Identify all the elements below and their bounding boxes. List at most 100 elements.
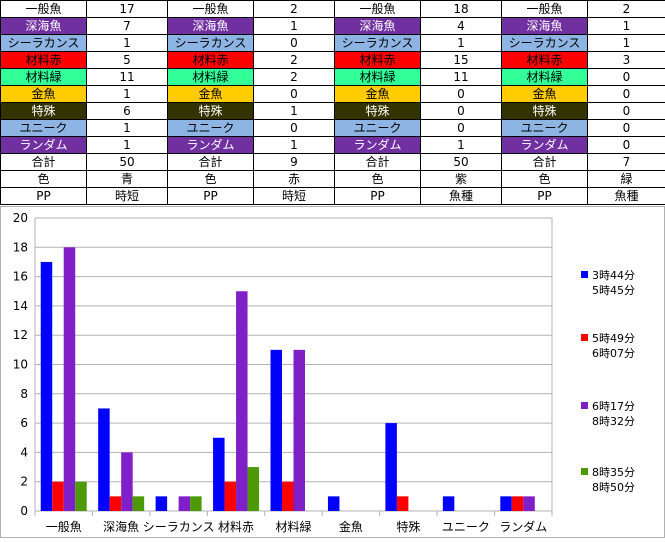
value-cell: 時短 [87,188,168,205]
row-label-cell: ユニーク [335,120,421,137]
row-label-cell: ランダム [168,137,254,154]
legend-swatch [581,468,588,475]
bar [512,496,524,511]
value-cell: 9 [254,154,335,171]
value-cell: 0 [588,137,665,154]
y-tick-label: 18 [13,240,28,254]
row-label-cell: 深海魚 [335,18,421,35]
row-label-cell: 合計 [1,154,87,171]
value-cell: 3 [588,52,665,69]
row-label-cell: 金魚 [335,86,421,103]
x-tick-label: 材料緑 [275,519,311,534]
value-cell: 50 [421,154,502,171]
value-cell: 0 [254,86,335,103]
row-label-cell: 金魚 [502,86,588,103]
row-label-cell: 材料緑 [335,69,421,86]
bar [156,496,168,511]
value-cell: 4 [421,18,502,35]
value-cell: 6 [87,103,168,120]
bar [75,482,87,511]
value-cell: 0 [254,35,335,52]
value-cell: 1 [87,137,168,154]
value-cell: 0 [421,103,502,120]
value-cell: 2 [254,52,335,69]
x-tick-label: 金魚 [339,519,363,534]
value-cell: 2 [588,1,665,18]
y-tick-label: 10 [13,358,28,372]
table-row: 色青色赤色紫色緑 [1,171,665,188]
bar [328,496,340,511]
value-cell: 11 [87,69,168,86]
legend-label: 5時45分 [592,284,635,297]
bar [213,438,225,511]
y-tick-label: 2 [20,475,28,489]
bar [133,496,145,511]
value-cell: 1 [588,18,665,35]
row-label-cell: 色 [1,171,87,188]
row-label-cell: シーラカンス [335,35,421,52]
legend-label: 8時32分 [592,415,635,428]
value-cell: 0 [588,120,665,137]
row-label-cell: 色 [335,171,421,188]
bar [500,496,512,511]
bar [64,247,76,511]
row-label-cell: シーラカンス [1,35,87,52]
row-label-cell: 材料赤 [1,52,87,69]
row-label-cell: 材料緑 [1,69,87,86]
row-label-cell: 材料赤 [502,52,588,69]
legend-label: 8時35分 [592,466,635,479]
bar [41,262,53,511]
row-label-cell: 特殊 [168,103,254,120]
x-tick-label: 特殊 [396,519,420,534]
row-label-cell: 特殊 [1,103,87,120]
value-cell: 魚種 [421,188,502,205]
bar [271,350,283,511]
value-cell: 緑 [588,171,665,188]
legend-label: 8時50分 [592,481,635,494]
bar [385,423,397,511]
y-tick-label: 6 [20,416,28,430]
row-label-cell: 一般魚 [168,1,254,18]
row-label-cell: ランダム [1,137,87,154]
row-label-cell: ランダム [335,137,421,154]
x-tick-label: 材料赤 [218,520,254,534]
value-cell: 11 [421,69,502,86]
x-tick-label: ランダム [499,519,547,534]
row-label-cell: 深海魚 [1,18,87,35]
value-cell: 50 [87,154,168,171]
value-cell: 7 [588,154,665,171]
y-tick-label: 4 [20,445,28,459]
row-label-cell: 深海魚 [168,18,254,35]
bar [98,408,110,511]
bar [225,482,237,511]
value-cell: 7 [87,18,168,35]
bar [179,496,191,511]
value-cell: 1 [588,35,665,52]
row-label-cell: 色 [168,171,254,188]
bar [397,496,409,511]
x-tick-label: 深海魚 [103,519,139,534]
row-label-cell: 特殊 [335,103,421,120]
legend-label: 6時17分 [592,400,635,413]
value-cell: 2 [254,69,335,86]
row-label-cell: ユニーク [168,120,254,137]
row-label-cell: 材料赤 [335,52,421,69]
y-tick-label: 8 [20,387,28,401]
row-label-cell: ユニーク [502,120,588,137]
row-label-cell: ランダム [502,137,588,154]
bar [282,482,294,511]
bar [236,291,248,511]
value-cell: 5 [87,52,168,69]
value-cell: 紫 [421,171,502,188]
value-cell: 1 [254,137,335,154]
y-tick-label: 20 [13,211,28,225]
